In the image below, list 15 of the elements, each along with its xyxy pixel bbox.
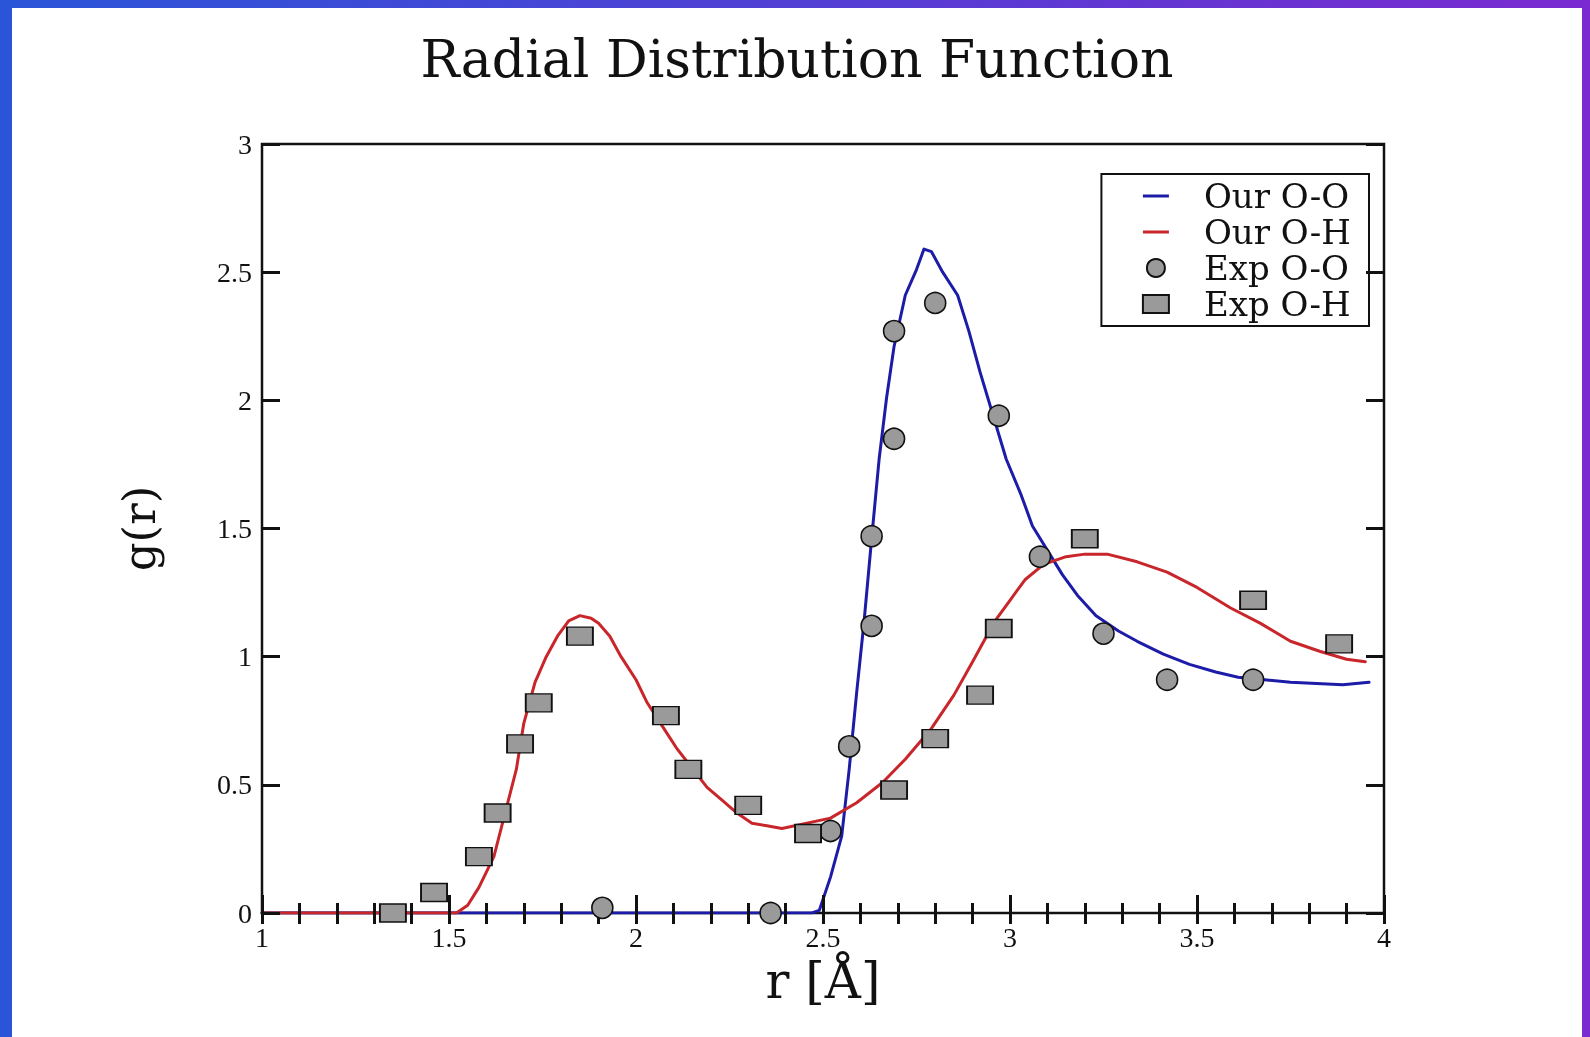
x-tick-label: 3 bbox=[1003, 921, 1017, 953]
y-tick-label: 1 bbox=[238, 641, 252, 673]
y-axis-title: g(r) bbox=[113, 485, 166, 572]
chart-title: Radial Distribution Function bbox=[420, 29, 1174, 89]
x-tick-label: 1.5 bbox=[431, 921, 467, 953]
y-tick-label: 3 bbox=[238, 128, 252, 160]
x-tick-label: 4 bbox=[1377, 921, 1391, 953]
y-tick-label: 1.5 bbox=[217, 513, 252, 544]
x-tick-label: 2 bbox=[629, 921, 643, 953]
y-tick-label: 0.5 bbox=[217, 769, 252, 801]
x-tick-label: 3.5 bbox=[1179, 921, 1215, 953]
y-tick-label: 2.5 bbox=[217, 256, 252, 288]
y-tick-label: 2 bbox=[238, 384, 252, 416]
x-axis-title: r [Å] bbox=[765, 950, 881, 1010]
y-tick-label: 0 bbox=[238, 897, 252, 929]
